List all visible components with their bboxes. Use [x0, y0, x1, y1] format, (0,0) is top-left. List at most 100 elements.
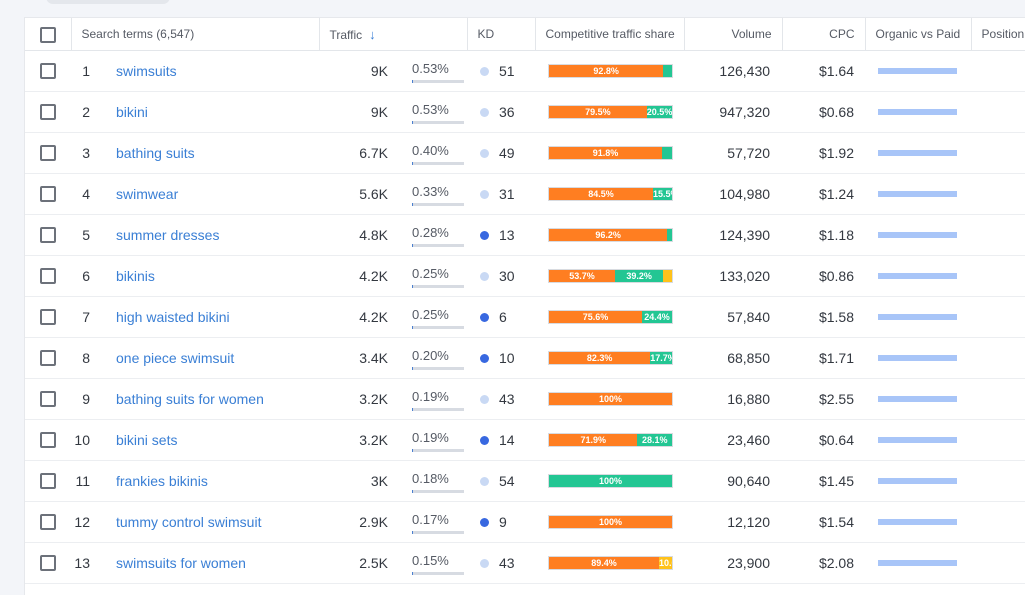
table-row[interactable]: 1 swimsuits 9K 0.53% 51 92.8% 126,430 $1… — [25, 50, 1025, 92]
row-checkbox[interactable] — [40, 514, 56, 530]
row-select-cell[interactable] — [25, 378, 71, 420]
search-term-link[interactable]: bikini sets — [116, 432, 178, 448]
search-term-link[interactable]: bathing suits for women — [116, 391, 264, 407]
search-term-link[interactable]: one piece swimsuit — [116, 350, 235, 366]
search-term-link[interactable]: high waisted bikini — [116, 309, 230, 325]
sort-down-icon[interactable]: ↓ — [369, 26, 376, 42]
competitive-traffic-share-bar[interactable]: 84.5%15.5% — [548, 187, 674, 201]
table-row[interactable]: 10 bikini sets 3.2K 0.19% 14 71.9% 28.1% … — [25, 419, 1025, 461]
row-select-cell[interactable] — [25, 419, 71, 461]
search-term-link[interactable]: swimwear — [116, 186, 179, 202]
row-select-cell[interactable] — [25, 173, 71, 215]
competitive-traffic-share-bar[interactable]: 79.5% 20.5% — [548, 105, 674, 119]
traffic-value: 3.2K — [319, 378, 398, 420]
table-row[interactable]: 4 swimwear 5.6K 0.33% 31 84.5%15.5% 104,… — [25, 173, 1025, 215]
row-select-cell[interactable] — [25, 214, 71, 256]
row-checkbox[interactable] — [40, 268, 56, 284]
cpc-header[interactable]: CPC — [782, 18, 866, 51]
row-select-cell[interactable] — [25, 460, 71, 502]
row-select-cell[interactable] — [25, 91, 71, 133]
cts-header[interactable]: Competitive traffic share — [535, 18, 685, 51]
position-header[interactable]: Position — [971, 18, 1025, 51]
traffic-share: 0.17% — [412, 512, 464, 534]
table-row[interactable]: 5 summer dresses 4.8K 0.28% 13 96.2% 124… — [25, 214, 1025, 256]
row-select-cell[interactable] — [25, 50, 71, 92]
traffic-value: 4.2K — [319, 296, 398, 338]
cpc-value: $2.08 — [782, 542, 866, 584]
select-all-checkbox[interactable] — [40, 26, 56, 43]
search-term-link[interactable]: summer dresses — [116, 227, 220, 243]
table-row[interactable]: 7 high waisted bikini 4.2K 0.25% 6 75.6%… — [25, 296, 1025, 338]
organic-vs-paid-bar — [878, 191, 958, 197]
row-select-cell[interactable] — [25, 542, 71, 584]
cts-cell: 79.5% 20.5% — [535, 91, 685, 133]
table-row[interactable]: 6 bikinis 4.2K 0.25% 30 53.7% 39.2% 133,0… — [25, 255, 1025, 297]
table-row[interactable]: 8 one piece swimsuit 3.4K 0.20% 10 82.3%… — [25, 337, 1025, 379]
search-term-link[interactable]: bathing suits — [116, 145, 195, 161]
table-row[interactable]: 3 bathing suits 6.7K 0.40% 49 91.8% 57,7… — [25, 132, 1025, 174]
row-select-cell[interactable] — [25, 132, 71, 174]
kd-header[interactable]: KD — [467, 18, 536, 51]
row-select-cell[interactable] — [25, 501, 71, 543]
competitive-traffic-share-bar[interactable]: 89.4%10.6% — [548, 556, 674, 570]
select-all-header[interactable] — [25, 18, 72, 51]
traffic-share: 0.20% — [412, 348, 464, 370]
cts-segment: 89.4% — [549, 557, 659, 569]
search-term-link[interactable]: frankies bikinis — [116, 473, 208, 489]
competitive-traffic-share-bar[interactable]: 100% — [548, 474, 674, 488]
volume-value: 104,980 — [684, 173, 783, 215]
row-select-cell[interactable] — [25, 255, 71, 297]
row-checkbox[interactable] — [40, 309, 56, 325]
organic-vs-paid-cell — [865, 173, 972, 215]
cts-segment: 17.7% — [650, 352, 672, 364]
row-checkbox[interactable] — [40, 186, 56, 202]
row-checkbox[interactable] — [40, 350, 56, 366]
traffic-value: 4.2K — [319, 255, 398, 297]
search-term-link[interactable]: swimsuits — [116, 63, 177, 79]
row-checkbox[interactable] — [40, 432, 56, 448]
kd-difficulty-dot-icon — [480, 272, 490, 281]
row-select-cell[interactable] — [25, 337, 71, 379]
search-term-cell: bikini — [104, 91, 319, 133]
competitive-traffic-share-bar[interactable]: 82.3%17.7% — [548, 351, 674, 365]
traffic-share-cell: 0.25% — [398, 255, 468, 297]
row-checkbox[interactable] — [40, 391, 56, 407]
competitive-traffic-share-bar[interactable]: 91.8% — [548, 146, 674, 160]
competitive-traffic-share-bar[interactable]: 75.6% 24.4% — [548, 310, 674, 324]
table-row[interactable]: 2 bikini 9K 0.53% 36 79.5% 20.5% 947,320 … — [25, 91, 1025, 133]
competitive-traffic-share-bar[interactable]: 96.2% — [548, 228, 674, 242]
row-checkbox[interactable] — [40, 473, 56, 489]
competitive-traffic-share-bar[interactable]: 71.9% 28.1% — [548, 433, 674, 447]
search-terms-header[interactable]: Search terms (6,547) — [71, 18, 320, 51]
position-cell — [971, 214, 1025, 256]
organic-vs-paid-header[interactable]: Organic vs Paid — [865, 18, 972, 51]
organic-vs-paid-cell — [865, 501, 972, 543]
search-term-link[interactable]: swimsuits for women — [116, 555, 246, 571]
search-term-link[interactable]: tummy control swimsuit — [116, 514, 262, 530]
table-row[interactable]: 13 swimsuits for women 2.5K 0.15% 43 89.… — [25, 542, 1025, 584]
kd-difficulty-dot-icon — [480, 313, 490, 322]
row-checkbox[interactable] — [40, 227, 56, 243]
table-row[interactable]: 9 bathing suits for women 3.2K 0.19% 43 … — [25, 378, 1025, 420]
top-filter-pill[interactable] — [46, 0, 170, 4]
row-select-cell[interactable] — [25, 296, 71, 338]
table-header-row: Search terms (6,547) Traffic ↓ KD Competi… — [25, 18, 1025, 51]
table-row[interactable]: 11 frankies bikinis 3K 0.18% 54 100% 90,… — [25, 460, 1025, 502]
competitive-traffic-share-bar[interactable]: 53.7% 39.2% — [548, 269, 674, 283]
kd-value: 30 — [499, 268, 515, 284]
cts-cell: 96.2% — [535, 214, 685, 256]
row-checkbox[interactable] — [40, 63, 56, 79]
competitive-traffic-share-bar[interactable]: 92.8% — [548, 64, 674, 78]
row-checkbox[interactable] — [40, 555, 56, 571]
table-row[interactable]: 12 tummy control swimsuit 2.9K 0.17% 9 1… — [25, 501, 1025, 543]
competitive-traffic-share-bar[interactable]: 100% — [548, 392, 674, 406]
search-term-link[interactable]: bikini — [116, 104, 148, 120]
row-checkbox[interactable] — [40, 104, 56, 120]
competitive-traffic-share-bar[interactable]: 100% — [548, 515, 674, 529]
search-term-link[interactable]: bikinis — [116, 268, 155, 284]
traffic-header[interactable]: Traffic ↓ — [319, 18, 468, 51]
kd-value: 43 — [499, 391, 515, 407]
kd-cell: 49 — [467, 132, 536, 174]
row-checkbox[interactable] — [40, 145, 56, 161]
volume-header[interactable]: Volume — [684, 18, 783, 51]
